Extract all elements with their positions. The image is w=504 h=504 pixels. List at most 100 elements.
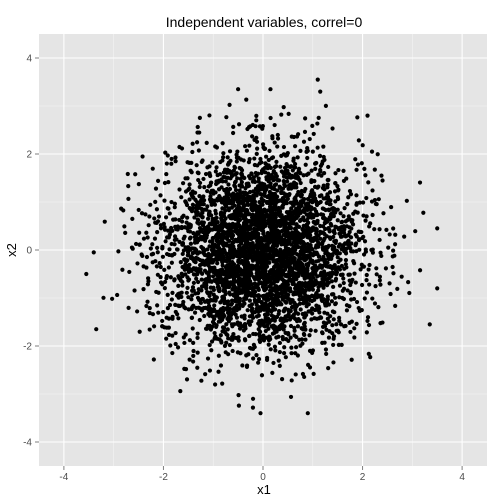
data-point [292, 157, 296, 161]
data-point [165, 161, 169, 165]
data-point [357, 248, 361, 252]
data-point [273, 348, 277, 352]
data-point [281, 171, 285, 175]
data-point [94, 327, 98, 331]
data-point [196, 201, 200, 205]
data-point [270, 186, 274, 190]
data-point [384, 228, 388, 232]
data-point [196, 296, 200, 300]
data-point [326, 272, 330, 276]
data-point [374, 202, 378, 206]
data-point [309, 178, 313, 182]
data-point [278, 350, 282, 354]
data-point [166, 306, 170, 310]
data-point [388, 232, 392, 236]
data-point [162, 222, 166, 226]
data-point [169, 157, 173, 161]
data-point [407, 291, 411, 295]
data-point [261, 145, 265, 149]
data-point [191, 341, 195, 345]
data-point [283, 295, 287, 299]
data-point [210, 228, 214, 232]
data-point [291, 282, 295, 286]
data-point [294, 245, 298, 249]
data-point [387, 281, 391, 285]
data-point [254, 205, 258, 209]
data-point [328, 314, 332, 318]
data-point [160, 319, 164, 323]
data-point [310, 299, 314, 303]
data-point [237, 269, 241, 273]
data-point [327, 281, 331, 285]
data-point [221, 283, 225, 287]
data-point [342, 206, 346, 210]
data-point [292, 316, 296, 320]
data-point [293, 195, 297, 199]
data-point [227, 315, 231, 319]
data-point [218, 252, 222, 256]
data-point [119, 207, 123, 211]
data-point [289, 324, 293, 328]
data-point [400, 275, 404, 279]
data-point [250, 134, 254, 138]
data-point [229, 225, 233, 229]
data-point [254, 114, 258, 118]
data-point [306, 284, 310, 288]
data-point [295, 211, 299, 215]
data-point [281, 262, 285, 266]
data-point [226, 182, 230, 186]
data-point [311, 195, 315, 199]
data-point [366, 315, 370, 319]
data-point [357, 230, 361, 234]
data-point [148, 327, 152, 331]
data-point [248, 227, 252, 231]
data-point [180, 146, 184, 150]
data-point [370, 188, 374, 192]
data-point [281, 197, 285, 201]
data-point [173, 238, 177, 242]
data-point [144, 231, 148, 235]
data-point [144, 265, 148, 269]
data-point [354, 168, 358, 172]
data-point [301, 297, 305, 301]
data-point [330, 299, 334, 303]
data-point [376, 152, 380, 156]
data-point [170, 297, 174, 301]
data-point [131, 247, 135, 251]
data-point [191, 349, 195, 353]
data-point [317, 310, 321, 314]
data-point [281, 203, 285, 207]
data-point [318, 224, 322, 228]
data-point [256, 234, 260, 238]
data-point [282, 152, 286, 156]
data-point [249, 221, 253, 225]
data-point [263, 223, 267, 227]
data-point [247, 249, 251, 253]
data-point [240, 324, 244, 328]
data-point [305, 304, 309, 308]
data-point [208, 174, 212, 178]
data-point [212, 278, 216, 282]
data-point [162, 268, 166, 272]
data-point [299, 192, 303, 196]
data-point [193, 311, 197, 315]
data-point [268, 257, 272, 261]
data-point [326, 182, 330, 186]
data-point [339, 322, 343, 326]
data-point [189, 207, 193, 211]
data-point [326, 178, 330, 182]
data-point [188, 268, 192, 272]
data-point [310, 306, 314, 310]
data-point [189, 161, 193, 165]
data-point [314, 292, 318, 296]
data-point [312, 372, 316, 376]
data-point [294, 305, 298, 309]
data-point [327, 208, 331, 212]
data-point [341, 273, 345, 277]
data-point [235, 159, 239, 163]
data-point [314, 281, 318, 285]
data-point [269, 292, 273, 296]
data-point [357, 138, 361, 142]
data-point [365, 290, 369, 294]
data-point [365, 273, 369, 277]
